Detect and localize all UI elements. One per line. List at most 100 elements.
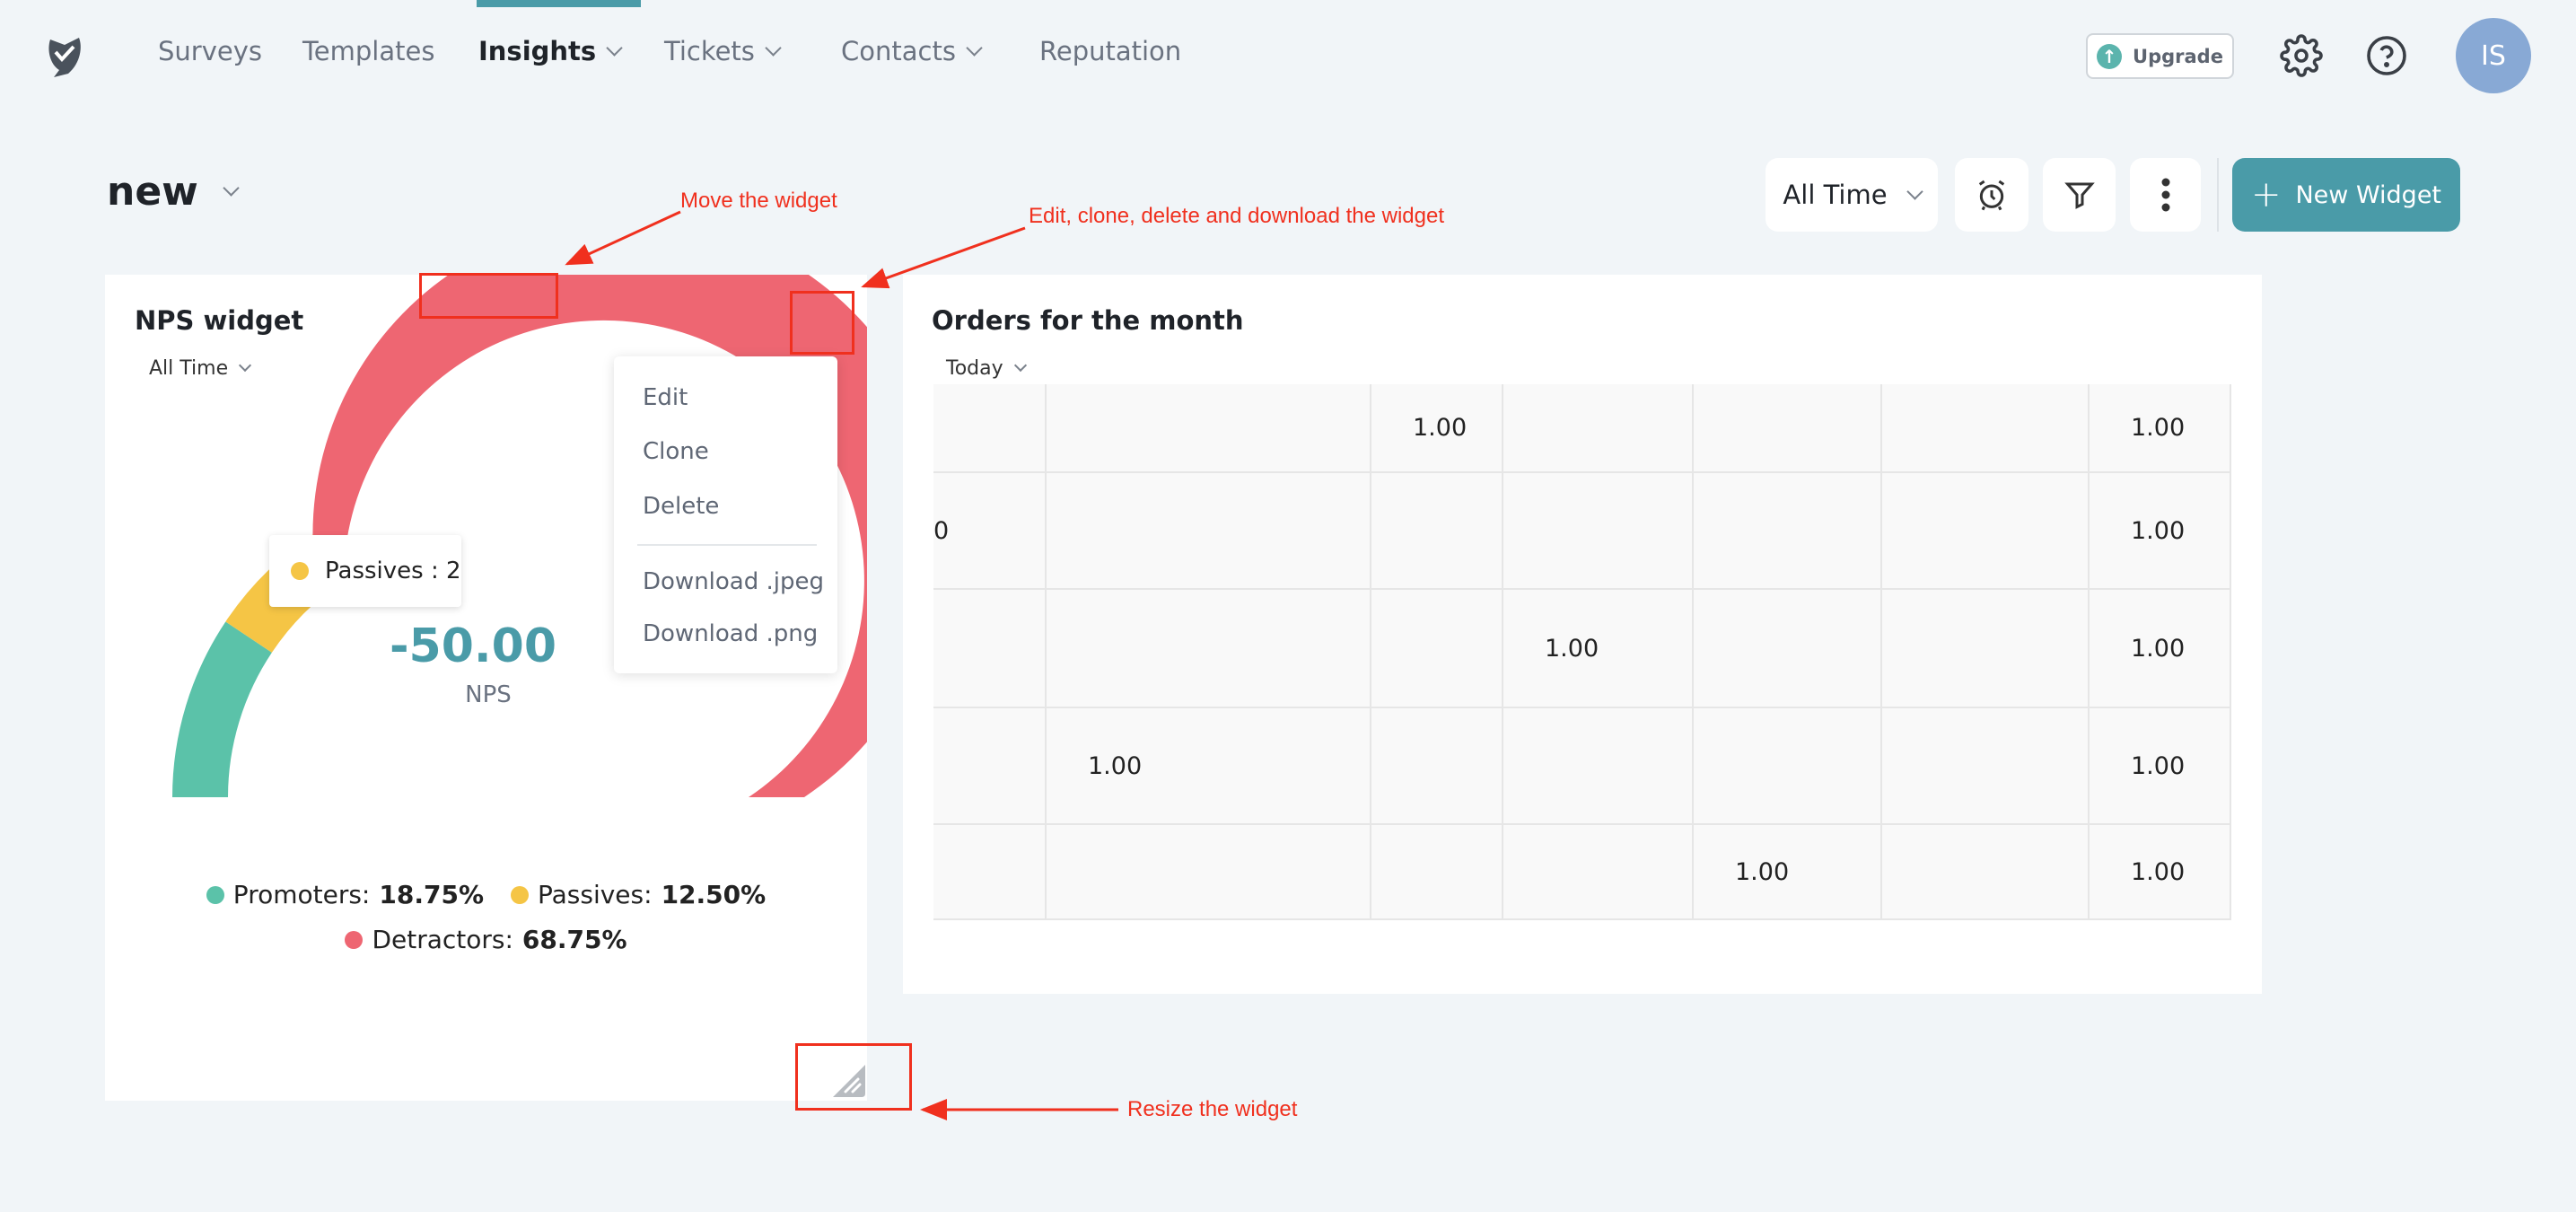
table-cell xyxy=(1045,471,1371,590)
gauge-segment-detractors[interactable] xyxy=(312,275,867,797)
table-cell: 1.00 xyxy=(2088,384,2231,473)
nav-item-label: Surveys xyxy=(158,36,262,66)
nav-item-tickets[interactable]: Tickets xyxy=(664,36,782,66)
nav-item-label: Contacts xyxy=(841,36,956,66)
dashboard-title-dropdown[interactable]: new xyxy=(107,169,240,215)
chevron-down-icon xyxy=(223,180,240,197)
table-cell xyxy=(933,823,1047,920)
settings-gear-icon[interactable] xyxy=(2280,34,2323,81)
filter-button[interactable] xyxy=(2043,158,2116,232)
nav-item-label: Insights xyxy=(478,36,597,66)
detractors-dot-icon xyxy=(345,930,364,949)
new-widget-button[interactable]: + New Widget xyxy=(2232,158,2460,232)
table-cell xyxy=(1370,707,1503,825)
table-cell xyxy=(933,588,1047,708)
table-cell: 1.00 xyxy=(1502,588,1694,708)
table-cell xyxy=(1880,707,2090,825)
nav-item-reputation[interactable]: Reputation xyxy=(1039,36,1181,66)
table-cell: 1.00 xyxy=(2088,588,2231,708)
time-filter-dropdown[interactable]: All Time xyxy=(1766,158,1938,232)
app-logo[interactable] xyxy=(45,34,84,83)
time-filter-label: All Time xyxy=(1783,180,1888,210)
orders-time-filter[interactable]: Today xyxy=(946,357,1027,380)
gauge-segment-promoters[interactable] xyxy=(172,621,272,797)
promoters-dot-icon xyxy=(206,885,224,904)
upgrade-label: Upgrade xyxy=(2133,45,2223,67)
annotation-box-resize xyxy=(795,1043,912,1111)
table-cell: 1.00 xyxy=(2088,707,2231,825)
table-cell xyxy=(1502,471,1694,590)
arrow-up-icon: ↑ xyxy=(2097,43,2123,69)
legend-value: 12.50% xyxy=(661,880,767,909)
table-cell xyxy=(1692,471,1882,590)
nps-time-filter-label: All Time xyxy=(149,357,229,380)
arrow-move xyxy=(565,210,681,266)
table-cell xyxy=(1692,384,1882,473)
table-cell: 1.00 xyxy=(1045,707,1371,825)
table-cell xyxy=(1045,823,1371,920)
legend-value: 68.75% xyxy=(521,925,627,954)
table-cell xyxy=(1045,384,1371,473)
table-cell xyxy=(1692,707,1882,825)
help-icon[interactable] xyxy=(2365,34,2408,81)
table-cell: 1.00 xyxy=(2088,823,2231,920)
legend-value: 18.75% xyxy=(379,880,484,909)
annotation-move: Move the widget xyxy=(680,189,837,213)
table-cell xyxy=(1045,588,1371,708)
nav-item-insights[interactable]: Insights xyxy=(478,36,623,66)
legend-label: Passives: xyxy=(538,880,653,909)
legend-label: Detractors: xyxy=(372,925,513,954)
table-cell xyxy=(933,384,1047,473)
menu-item-download-jpeg[interactable]: Download .jpeg xyxy=(643,568,824,595)
table-row: 1.00 1.00 xyxy=(933,707,2231,825)
active-nav-indicator xyxy=(477,0,641,7)
more-options-button[interactable] xyxy=(2130,158,2201,232)
nps-widget-title: NPS widget xyxy=(135,305,304,336)
table-row: 0 1.00 xyxy=(933,471,2231,590)
table-cell xyxy=(1502,823,1694,920)
legend-detractors: Detractors: 68.75% xyxy=(345,925,627,954)
annotation-box-menu xyxy=(790,291,854,355)
tooltip-text: Passives : 2 xyxy=(325,558,461,584)
resize-handle[interactable] xyxy=(833,1065,865,1101)
widget-context-menu: Edit Clone Delete Download .jpeg Downloa… xyxy=(614,356,837,673)
annotation-menu: Edit, clone, delete and download the wid… xyxy=(1029,204,1444,228)
menu-item-download-png[interactable]: Download .png xyxy=(643,620,819,647)
table-cell: 1.00 xyxy=(1692,823,1882,920)
resize-icon xyxy=(833,1065,865,1097)
legend-promoters: Promoters: 18.75% xyxy=(206,880,484,909)
nav-item-surveys[interactable]: Surveys xyxy=(158,36,262,66)
table-cell xyxy=(933,707,1047,825)
chevron-down-icon xyxy=(606,39,623,57)
nav-item-label: Tickets xyxy=(664,36,755,66)
chevron-down-icon xyxy=(1013,358,1027,372)
table-cell xyxy=(1370,823,1503,920)
annotation-box-drag xyxy=(419,273,558,319)
table-cell xyxy=(1880,471,2090,590)
user-avatar[interactable]: IS xyxy=(2456,18,2531,93)
table-row: 1.00 1.00 xyxy=(933,823,2231,920)
filter-icon xyxy=(2063,182,2095,209)
table-cell xyxy=(1880,823,2090,920)
nps-label: NPS xyxy=(465,681,512,708)
annotation-resize: Resize the widget xyxy=(1127,1097,1298,1121)
nav-item-label: Reputation xyxy=(1039,36,1182,66)
chevron-down-icon xyxy=(1906,182,1923,200)
nav-item-contacts[interactable]: Contacts xyxy=(841,36,983,66)
dashboard-title: new xyxy=(107,169,198,215)
menu-item-edit[interactable]: Edit xyxy=(643,384,688,411)
passives-dot-icon xyxy=(291,562,309,580)
nav-item-templates[interactable]: Templates xyxy=(302,36,434,66)
orders-table-viewport[interactable]: 1.00 1.00 0 1.00 1.00 1.00 1.00 1.00 1.00 1.00 xyxy=(933,384,2231,920)
nps-score: -50.00 xyxy=(389,619,556,673)
nps-time-filter[interactable]: All Time xyxy=(149,357,252,380)
table-cell xyxy=(1692,588,1882,708)
schedule-button[interactable] xyxy=(1955,158,2028,232)
menu-divider xyxy=(637,544,817,546)
table-cell xyxy=(1370,471,1503,590)
legend-passives: Passives: 12.50% xyxy=(511,880,766,909)
table-cell xyxy=(1880,384,2090,473)
menu-item-delete[interactable]: Delete xyxy=(643,493,720,520)
menu-item-clone[interactable]: Clone xyxy=(643,438,709,465)
upgrade-button[interactable]: ↑ Upgrade xyxy=(2086,33,2234,79)
